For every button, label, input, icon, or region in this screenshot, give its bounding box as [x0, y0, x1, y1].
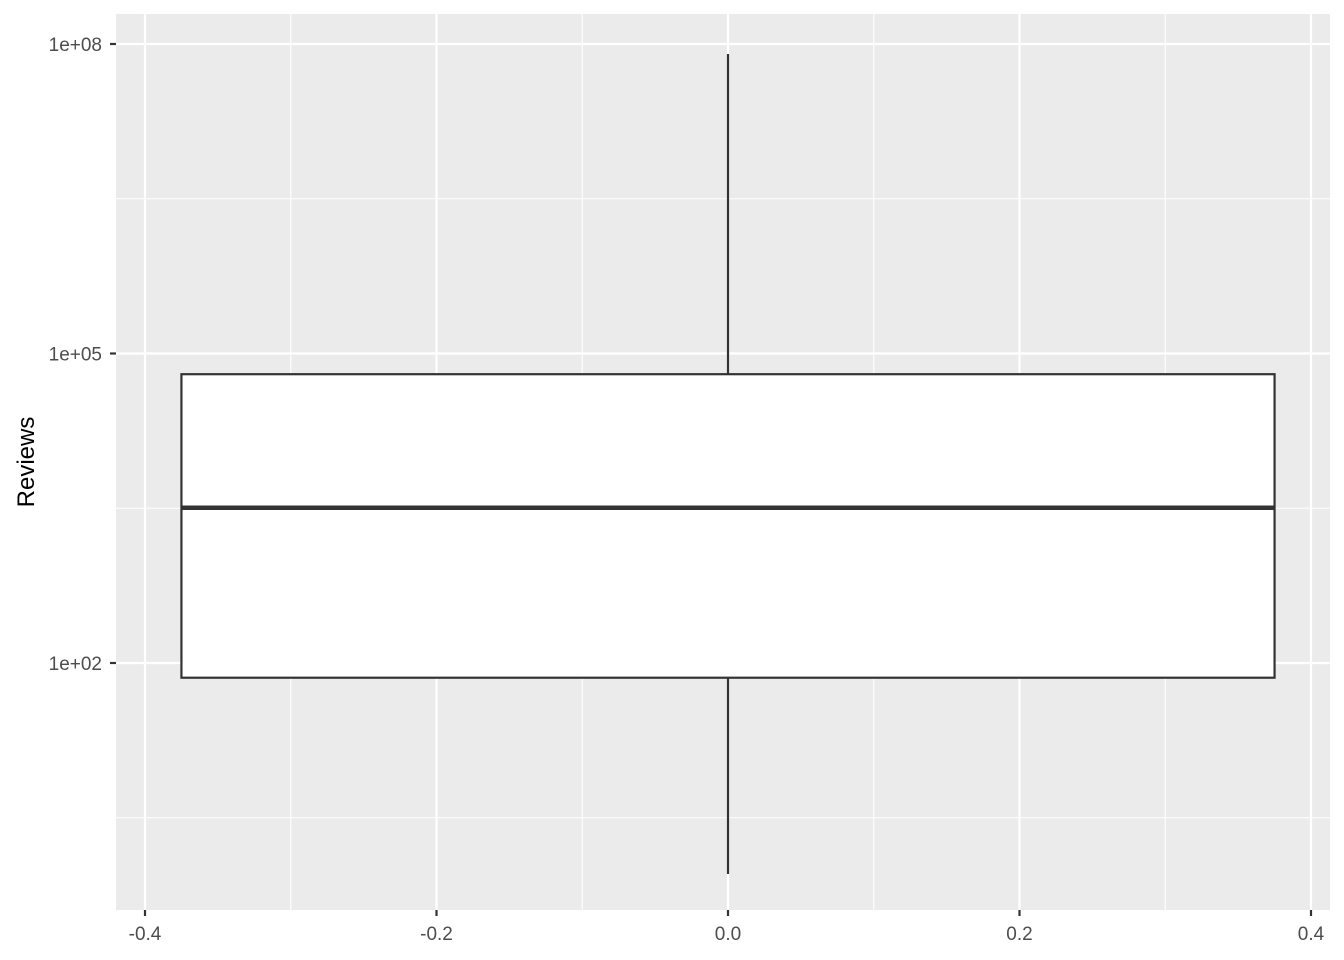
- y-tick-label: 1e+02: [49, 654, 102, 675]
- x-tick-label: -0.4: [129, 924, 162, 945]
- y-axis: 1e+02 1e+05 1e+08: [49, 35, 116, 675]
- y-axis-title: Reviews: [13, 417, 40, 508]
- y-tick-label: 1e+05: [49, 345, 102, 366]
- x-tick-label: 0.2: [1006, 924, 1032, 945]
- box-layer: [180, 53, 1276, 875]
- x-axis: -0.4 -0.2 0.0 0.2 0.4: [129, 910, 1325, 945]
- x-tick-label: 0.4: [1298, 924, 1325, 945]
- x-tick-label: -0.2: [420, 924, 453, 945]
- interquartile-box: [180, 373, 1276, 679]
- y-tick-label: 1e+08: [49, 35, 102, 56]
- x-tick-label: 0.0: [715, 924, 741, 945]
